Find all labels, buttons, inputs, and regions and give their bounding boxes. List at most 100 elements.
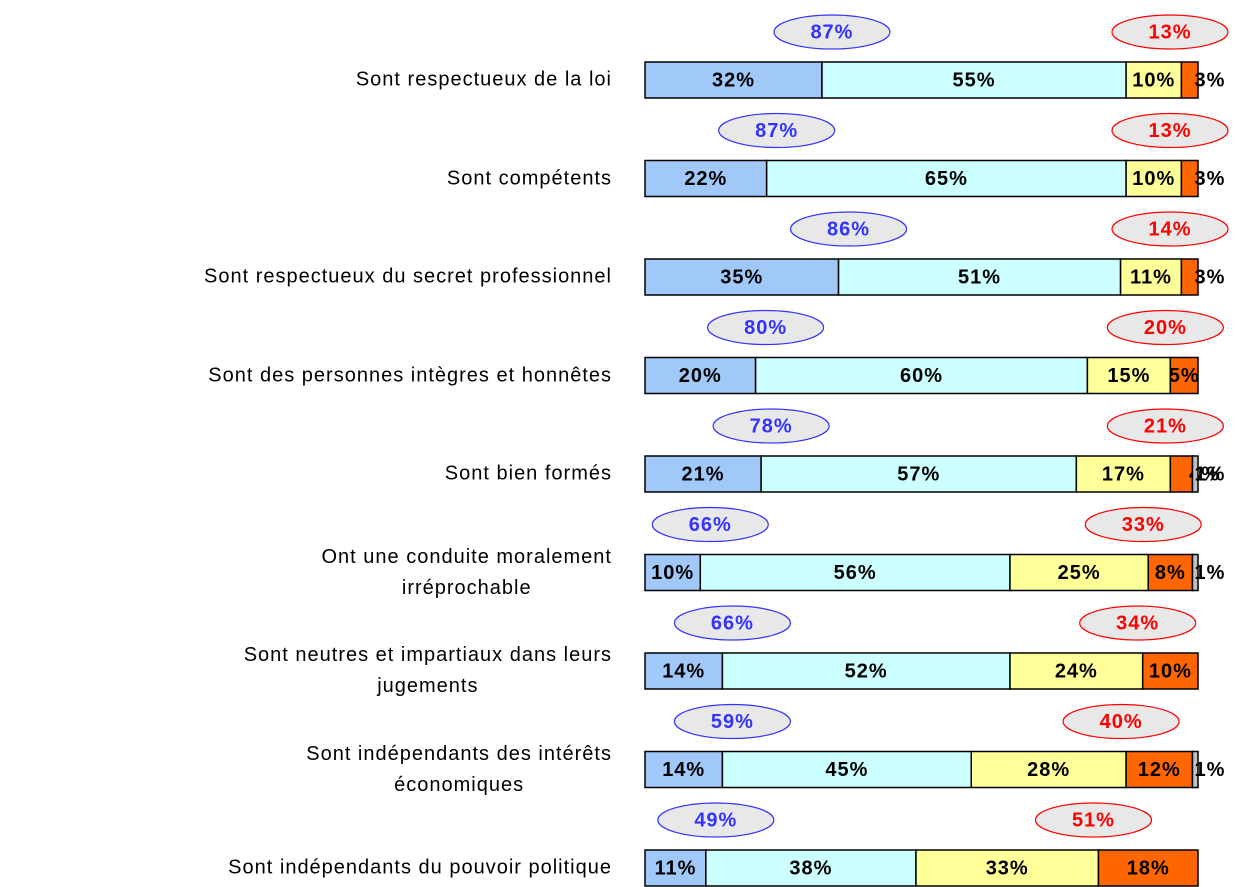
total-ellipse (1111, 112, 1229, 149)
total-label: 13% (1148, 120, 1191, 142)
total-label: 49% (694, 809, 737, 831)
bar-segment (1180, 258, 1199, 296)
value-label: 24% (1055, 660, 1098, 682)
category-label: Sont respectueux de la loi (355, 68, 612, 91)
bar-segment (644, 750, 724, 789)
value-label: 10% (1132, 69, 1175, 91)
value-label: 11% (1130, 266, 1172, 288)
bar-segment (837, 258, 1122, 296)
bar-segment (1075, 455, 1172, 493)
value-label: 57% (897, 463, 940, 485)
value-label: 55% (953, 69, 996, 91)
bar-segment (1009, 652, 1144, 690)
value-label: 1% (1195, 562, 1226, 584)
value-label: 22% (684, 168, 727, 190)
value-label: 17% (1102, 463, 1145, 485)
total-label: 20% (1144, 317, 1187, 339)
bar-segment (644, 849, 707, 887)
total-ellipse (1079, 605, 1197, 641)
category-label: Sont neutres et impartiaux dans leurs ju… (243, 644, 612, 697)
value-label: 14% (662, 759, 705, 781)
category-label: Sont respectueux du secret professionnel (204, 265, 612, 288)
bar-segment (644, 455, 762, 493)
value-label: 12% (1138, 759, 1181, 781)
bar-segment (1147, 553, 1194, 592)
value-label: 45% (825, 759, 868, 781)
total-label: 14% (1148, 218, 1191, 240)
total-ellipse (712, 408, 830, 444)
value-label: 28% (1027, 759, 1070, 781)
total-label: 51% (1072, 809, 1115, 831)
bar-segment (1180, 61, 1199, 99)
bar-segment (765, 159, 1127, 198)
bar-segment (915, 849, 1100, 887)
category-label: Sont bien formés (444, 462, 612, 485)
bar-segment (1086, 356, 1172, 395)
total-label: 13% (1148, 21, 1191, 43)
total-label: 87% (810, 21, 853, 43)
total-label: 86% (827, 218, 870, 240)
total-label: 59% (711, 711, 754, 733)
value-label: 3% (1195, 69, 1226, 91)
total-label: 87% (755, 120, 798, 142)
total-ellipse (1084, 506, 1202, 543)
bar-segment (1125, 750, 1194, 789)
total-label: 66% (689, 514, 732, 536)
total-ellipse (1034, 802, 1153, 838)
bar-segment (644, 159, 768, 198)
value-label: 38% (789, 857, 832, 879)
value-label: 51% (958, 266, 1001, 288)
value-label: 3% (1195, 266, 1226, 288)
bar-segment (1125, 159, 1183, 198)
bar-segment (760, 455, 1078, 493)
total-ellipse (1111, 211, 1229, 247)
value-label: 15% (1107, 365, 1150, 387)
total-label: 33% (1122, 514, 1165, 536)
total-label: 78% (750, 415, 793, 437)
value-label: 11% (654, 857, 696, 879)
bar-segment (1191, 455, 1199, 493)
value-label: 14% (662, 660, 705, 682)
value-label: 3% (1195, 168, 1226, 190)
total-ellipse (1111, 14, 1229, 50)
total-label: 40% (1100, 711, 1143, 733)
bar-segment (754, 356, 1089, 395)
value-label: 20% (679, 365, 722, 387)
total-ellipse (773, 14, 891, 50)
bar-segment (1191, 750, 1199, 789)
value-label: 5% (1169, 365, 1200, 387)
bar-segment (1125, 61, 1183, 99)
total-label: 34% (1116, 612, 1159, 634)
value-label: 52% (845, 660, 888, 682)
total-ellipse (1062, 703, 1180, 740)
value-label: 8% (1155, 562, 1186, 584)
category-label: Ont une conduite moralement irréprochabl… (321, 545, 612, 599)
category-label: Sont compétents (446, 167, 612, 189)
total-ellipse (1106, 408, 1224, 444)
bar-segment (821, 61, 1127, 99)
bar-segment (1097, 849, 1199, 887)
total-ellipse (657, 802, 775, 838)
bar-segment (1180, 159, 1199, 198)
value-label: 65% (925, 168, 968, 190)
category-label: Sont indépendants du pouvoir politique (228, 856, 612, 879)
total-ellipse (673, 605, 792, 641)
total-label: 66% (711, 612, 754, 634)
total-label: 21% (1144, 415, 1187, 437)
total-ellipse (1106, 309, 1224, 346)
bar-segment (1169, 356, 1199, 395)
value-label: 32% (712, 69, 755, 91)
category-label: Sont des personnes intègres et honnêtes (208, 364, 612, 386)
bar-segment (644, 61, 823, 99)
total-ellipse (789, 211, 908, 247)
total-ellipse (718, 112, 836, 149)
bar-segment (970, 750, 1127, 789)
value-label: 10% (1149, 660, 1192, 682)
bar-segment (1141, 652, 1199, 690)
value-label: 33% (986, 857, 1029, 879)
total-ellipse (706, 309, 825, 346)
value-label: 56% (834, 562, 877, 584)
value-label: 1% (1195, 759, 1226, 781)
